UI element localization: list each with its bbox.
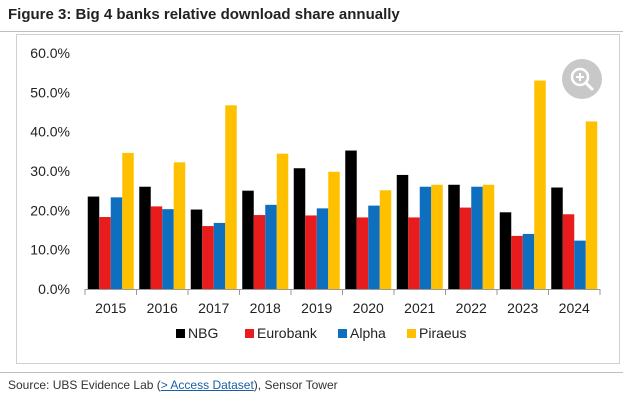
y-tick-label: 0.0% (38, 281, 70, 297)
bar-eurobank-2016 (150, 206, 163, 289)
y-tick-label: 10.0% (30, 242, 70, 258)
bar-eurobank-2021 (408, 217, 420, 289)
bars (87, 80, 598, 290)
y-tick-label: 50.0% (30, 84, 70, 100)
bar-eurobank-2022 (459, 207, 472, 289)
x-tick-label: 2021 (404, 300, 435, 316)
figure-title: Figure 3: Big 4 banks relative download … (8, 6, 400, 23)
bar-eurobank-2017 (202, 226, 214, 289)
legend-label-piraeus: Piraeus (419, 325, 466, 341)
y-tick-label: 40.0% (30, 124, 70, 140)
bar-eurobank-2023 (511, 235, 523, 289)
x-tick-label: 2024 (559, 300, 590, 316)
source-suffix: ), Sensor Tower (253, 378, 338, 392)
x-tick-label: 2015 (95, 300, 126, 316)
bar-alpha-2018 (265, 204, 277, 289)
bar-eurobank-2018 (253, 215, 266, 289)
source-note: Source: UBS Evidence Lab (> Access Datas… (8, 378, 338, 392)
bar-nbg-2022 (448, 184, 460, 289)
bar-eurobank-2020 (356, 217, 369, 289)
legend-swatch-alpha (338, 329, 347, 338)
access-dataset-link[interactable]: > Access Dataset (160, 378, 254, 392)
bar-piraeus-2022 (482, 184, 495, 289)
bar-nbg-2016 (139, 186, 151, 289)
bar-alpha-2021 (419, 186, 432, 289)
bar-nbg-2023 (499, 212, 512, 289)
legend-swatch-eurobank (245, 329, 254, 338)
bar-nbg-2019 (293, 168, 306, 289)
bar-alpha-2019 (316, 208, 329, 289)
bar-alpha-2023 (522, 233, 535, 289)
bar-alpha-2015 (110, 197, 123, 289)
bar-alpha-2017 (213, 222, 226, 289)
zoom-button[interactable] (562, 59, 602, 99)
bar-nbg-2017 (190, 209, 203, 289)
x-tick-label: 2022 (456, 300, 487, 316)
legend-label-alpha: Alpha (350, 325, 386, 341)
bar-piraeus-2020 (379, 190, 392, 289)
y-tick-label: 20.0% (30, 202, 70, 218)
bar-nbg-2020 (345, 150, 357, 289)
bar-piraeus-2018 (276, 153, 289, 289)
bar-eurobank-2019 (305, 215, 317, 289)
bar-piraeus-2017 (225, 105, 237, 290)
bar-piraeus-2023 (534, 80, 546, 290)
x-tick-label: 2018 (250, 300, 281, 316)
bar-alpha-2016 (162, 209, 174, 289)
bar-nbg-2018 (242, 190, 254, 289)
bar-eurobank-2024 (562, 214, 575, 289)
legend: NBG Eurobank Alpha Piraeus (176, 325, 466, 341)
bar-alpha-2020 (368, 205, 380, 289)
bar-piraeus-2015 (122, 152, 134, 289)
bar-nbg-2015 (87, 196, 100, 289)
legend-label-eurobank: Eurobank (257, 325, 318, 341)
bar-piraeus-2024 (585, 121, 598, 289)
x-tick-label: 2019 (301, 300, 332, 316)
title-divider (0, 31, 623, 32)
bar-eurobank-2015 (99, 217, 111, 289)
bar-nbg-2021 (396, 174, 409, 289)
y-tick-label: 60.0% (30, 45, 70, 61)
x-axis: 2015 2016 2017 2018 2019 2020 2021 2022 2023 2024 (84, 289, 601, 316)
bar-piraeus-2016 (173, 162, 186, 289)
footer-divider (0, 372, 623, 373)
bar-alpha-2024 (574, 240, 586, 289)
y-axis: 0.0% 10.0% 20.0% 30.0% 40.0% 50.0% 60.0% (30, 45, 70, 297)
legend-swatch-nbg (176, 329, 185, 338)
legend-swatch-piraeus (407, 329, 416, 338)
zoom-in-icon (570, 67, 594, 91)
bar-alpha-2022 (471, 186, 483, 289)
x-tick-label: 2016 (147, 300, 178, 316)
bar-nbg-2024 (551, 187, 563, 289)
x-tick-label: 2017 (198, 300, 229, 316)
y-tick-label: 30.0% (30, 163, 70, 179)
x-tick-label: 2020 (353, 300, 384, 316)
bar-piraeus-2019 (328, 171, 340, 289)
bar-piraeus-2021 (431, 184, 443, 289)
source-prefix: Source: UBS Evidence Lab ( (8, 378, 161, 392)
legend-label-nbg: NBG (188, 325, 218, 341)
x-tick-label: 2023 (507, 300, 538, 316)
